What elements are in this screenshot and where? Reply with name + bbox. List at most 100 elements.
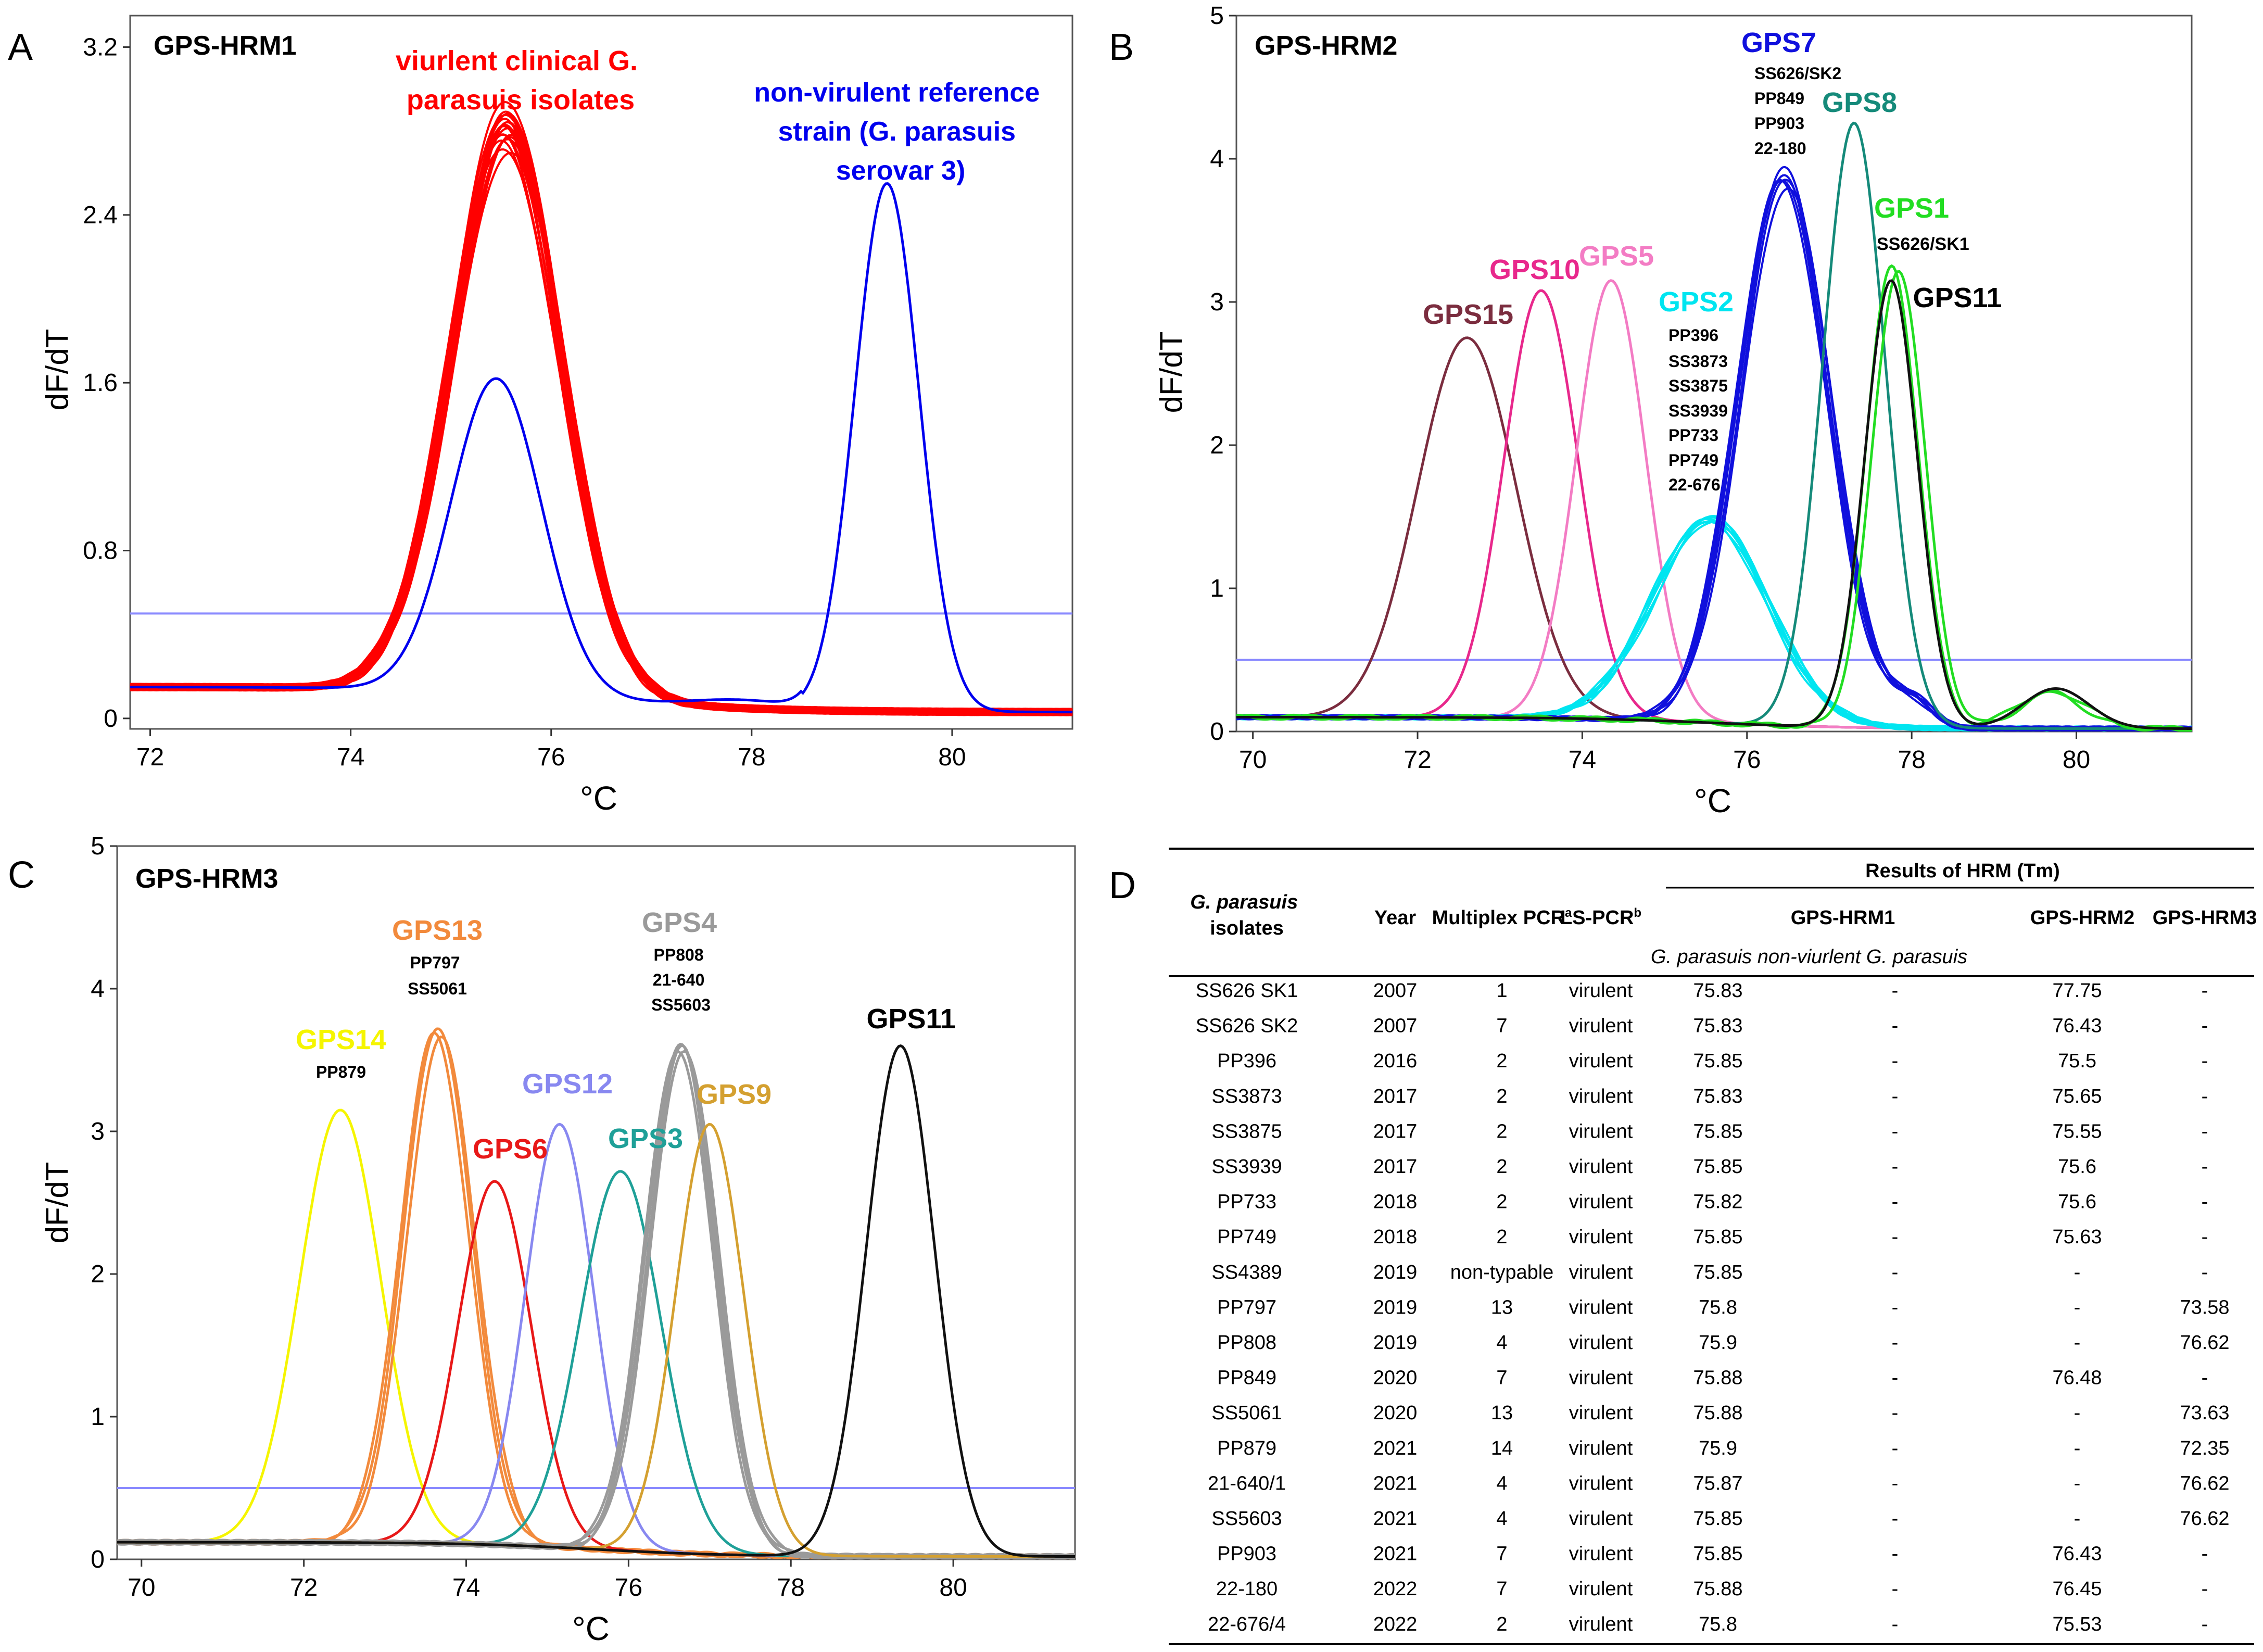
cell-year: 2019 (1373, 1296, 1418, 1318)
x-tick-label: 78 (738, 743, 765, 771)
y-tick-label: 1.6 (83, 369, 118, 397)
cell-hrm1: 75.85 (1693, 1543, 1742, 1565)
melt-curve-reference-strain-main (130, 182, 1072, 714)
cell-hrm1nv: - (1892, 1437, 1899, 1459)
cell-year: 2017 (1373, 1120, 1418, 1142)
cell-multiplex: 7 (1496, 1015, 1507, 1037)
header-results-of-hrm: Results of HRM (Tm) (1865, 860, 2060, 882)
cell-isolate: SS5603 (1211, 1508, 1282, 1530)
cell-hrm1nv: - (1892, 1472, 1899, 1494)
panel-letter-d: D (1109, 865, 1136, 906)
cell-hrm2: 75.65 (2052, 1086, 2102, 1107)
cell-ls: virulent (1569, 1367, 1633, 1389)
x-tick-label: 72 (1404, 746, 1431, 774)
cell-isolate: SS626 SK2 (1196, 1015, 1298, 1037)
plot-area (116, 845, 1076, 1560)
header-ls-pcr: LS-PCRb (1560, 906, 1641, 929)
cell-multiplex: 1 (1496, 980, 1507, 1002)
cell-hrm3: 73.58 (2180, 1296, 2229, 1318)
header-multiplex-pcr: Multiplex PCRa (1432, 906, 1572, 929)
cell-ls: virulent (1569, 1015, 1633, 1037)
cell-multiplex: 14 (1491, 1437, 1513, 1459)
cell-hrm1: 75.85 (1693, 1050, 1742, 1072)
results-table: Results of HRM (Tm) G. parasuis isolates… (1169, 848, 2257, 1645)
cell-multiplex: 7 (1496, 1543, 1507, 1565)
cell-isolate: SS3875 (1211, 1120, 1282, 1142)
cell-hrm1nv: - (1892, 980, 1899, 1002)
cell-year: 2019 (1373, 1332, 1418, 1354)
table-row: PP808 2019 4 virulent 75.9 - - 76.62 (1217, 1332, 2230, 1354)
cell-hrm1: 75.87 (1693, 1472, 1742, 1494)
y-axis-label: dF/dT (40, 1162, 74, 1244)
cell-isolate: SS4389 (1211, 1262, 1282, 1283)
axis-ticks: 70 72 74 76 78 80 0 1 2 3 4 5 (91, 833, 967, 1601)
x-tick-label: 70 (128, 1574, 155, 1601)
cell-hrm1: 75.88 (1693, 1367, 1742, 1389)
cell-multiplex: 2 (1496, 1226, 1507, 1248)
cell-multiplex: 2 (1496, 1191, 1507, 1213)
y-tick-label: 0 (1210, 718, 1224, 746)
cell-year: 2022 (1373, 1578, 1418, 1600)
x-axis-label: °C (580, 779, 617, 817)
cell-year: 2018 (1373, 1191, 1418, 1213)
cell-hrm2: 75.6 (2058, 1191, 2096, 1213)
cell-ls: virulent (1569, 1226, 1633, 1248)
chart-panel-c: 70 72 74 76 78 80 0 1 2 3 4 5 GPS-HRM3 °C dF/dT GPS… (40, 833, 1076, 1647)
cell-hrm3: - (2202, 1613, 2208, 1635)
cell-ls: virulent (1569, 1472, 1633, 1494)
cell-hrm1nv: - (1892, 1120, 1899, 1142)
cell-hrm3: - (2202, 1156, 2208, 1178)
cell-hrm2: 75.53 (2052, 1613, 2102, 1635)
label-gps15: GPS15 (1423, 299, 1513, 330)
x-tick-label: 76 (537, 743, 565, 771)
label-gps4-isolates: PP808 21-640 SS5603 (651, 945, 711, 1014)
cell-isolate: PP808 (1217, 1332, 1276, 1354)
cell-hrm2: 75.5 (2058, 1050, 2096, 1072)
label-gps4: GPS4 (642, 907, 717, 938)
cell-year: 2021 (1373, 1437, 1418, 1459)
y-tick-label: 3 (91, 1118, 105, 1145)
cell-hrm1: 75.9 (1699, 1332, 1737, 1354)
cell-isolate: 21-640/1 (1208, 1472, 1286, 1494)
cell-hrm1: 75.85 (1693, 1508, 1742, 1530)
cell-year: 2021 (1373, 1508, 1418, 1530)
cell-hrm1: 75.82 (1693, 1191, 1742, 1213)
x-tick-label: 72 (136, 743, 164, 771)
axis-ticks: 72 74 76 78 80 0 0.8 1.6 2.4 3.2 (83, 33, 966, 771)
table-row: SS3873 2017 2 virulent 75.83 - 75.65 - (1211, 1086, 2208, 1107)
table-row: PP879 2021 14 virulent 75.9 - - 72.35 (1217, 1437, 2230, 1459)
cell-hrm1nv: - (1892, 1086, 1899, 1107)
cell-year: 2018 (1373, 1226, 1418, 1248)
cell-hrm1: 75.85 (1693, 1226, 1742, 1248)
cell-hrm2: - (2074, 1472, 2081, 1494)
cell-isolate: PP849 (1217, 1367, 1276, 1389)
panel-letter-c: C (8, 854, 35, 896)
cell-hrm1: 75.83 (1693, 1015, 1742, 1037)
table-row: SS5603 2021 4 virulent 75.85 - - 76.62 (1211, 1508, 2229, 1530)
cell-ls: virulent (1569, 1120, 1633, 1142)
cell-hrm1nv: - (1892, 1226, 1899, 1248)
plot-area (129, 15, 1073, 730)
cell-year: 2020 (1373, 1402, 1418, 1424)
cell-isolate: 22-180 (1216, 1578, 1278, 1600)
header-gps-hrm3: GPS-HRM3 (2153, 907, 2257, 929)
cell-ls: virulent (1569, 1613, 1633, 1635)
cell-hrm3: 76.62 (2180, 1472, 2229, 1494)
cell-isolate: PP879 (1217, 1437, 1276, 1459)
cell-isolate: 22-676/4 (1208, 1613, 1286, 1635)
cell-hrm1nv: - (1892, 1015, 1899, 1037)
x-tick-label: 74 (337, 743, 364, 771)
plot-area (1235, 15, 2193, 733)
cell-ls: virulent (1569, 1262, 1633, 1283)
x-tick-label: 80 (2063, 746, 2090, 774)
cell-hrm1: 75.85 (1693, 1156, 1742, 1178)
cell-hrm2: - (2074, 1402, 2081, 1424)
cell-hrm3: 73.63 (2180, 1402, 2229, 1424)
cell-hrm1: 75.85 (1693, 1120, 1742, 1142)
cell-hrm2: - (2074, 1508, 2081, 1530)
cell-hrm1: 75.83 (1693, 1086, 1742, 1107)
axis-ticks: 70 72 74 76 78 80 0 1 2 3 4 5 (1210, 2, 2090, 774)
chart-panel-b: 70 72 74 76 78 80 0 1 2 3 4 5 GPS-HRM2 °C dF/dT GPS… (1154, 2, 2193, 819)
cell-hrm3: - (2202, 1543, 2208, 1565)
cell-hrm3: 72.35 (2180, 1437, 2229, 1459)
